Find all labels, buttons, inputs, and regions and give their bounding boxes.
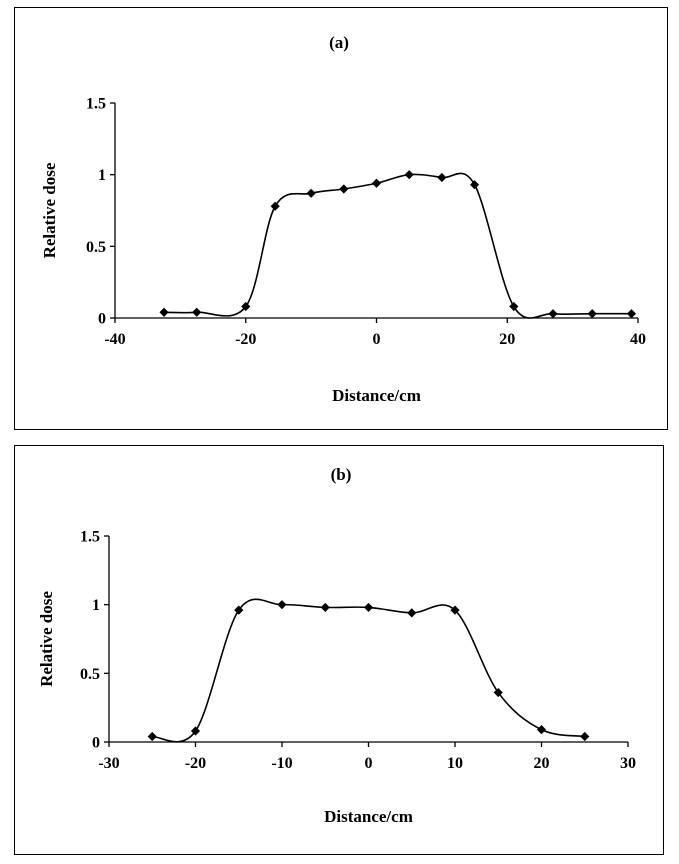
data-point-marker	[626, 309, 637, 319]
data-point-marker	[270, 201, 280, 211]
y-tick-label: 1	[98, 167, 106, 184]
x-tick-label: 10	[447, 755, 463, 772]
data-point-marker	[147, 731, 157, 742]
x-tick-label: -20	[185, 755, 206, 772]
chart-panel-a: (a) 0 0.5 1 1.5 -40 -20 0 20 40 Distance/cm Relativ…	[14, 7, 668, 430]
x-tick-label: -40	[104, 331, 125, 348]
data-point-marker	[363, 602, 374, 613]
series-line	[152, 598, 585, 743]
data-point-marker	[580, 731, 590, 742]
chart-title: (a)	[329, 33, 349, 52]
series-line	[164, 172, 632, 319]
x-tick-label: 30	[620, 755, 636, 772]
data-point-marker	[190, 726, 201, 736]
data-point-marker	[320, 602, 330, 613]
x-tick-label: 40	[630, 331, 646, 348]
x-tick-label: 0	[365, 755, 373, 772]
x-tick-label: -30	[98, 755, 119, 772]
y-axis-title: Relative dose	[37, 591, 56, 687]
data-point-marker	[306, 188, 316, 198]
chart-panel-b: (b) 0 0.5 1 1.5 -30 -20 -10 0 10 20 30 Distance/cm Re…	[14, 445, 664, 855]
data-point-marker	[493, 687, 503, 698]
data-point-marker	[159, 307, 169, 317]
x-tick-label: 20	[534, 755, 550, 772]
data-point-marker	[548, 309, 558, 319]
y-tick-label: 0	[92, 735, 100, 752]
y-tick-label: 1	[92, 597, 100, 614]
x-tick-label: -10	[271, 755, 292, 772]
data-point-marker	[404, 170, 414, 180]
data-point-marker	[437, 172, 447, 183]
chart-title: (b)	[331, 465, 352, 484]
x-axis-title: Distance/cm	[332, 386, 421, 405]
y-tick-label: 1.5	[80, 529, 100, 546]
x-tick-label: 0	[373, 331, 381, 348]
data-point-marker	[587, 309, 597, 319]
x-tick-label: -20	[235, 331, 256, 348]
x-axis-title: Distance/cm	[324, 807, 413, 826]
y-axis-title: Relative dose	[40, 162, 59, 258]
data-point-marker	[192, 307, 202, 317]
data-point-marker	[371, 178, 382, 188]
chart-b: (b) 0 0.5 1 1.5 -30 -20 -10 0 10 20 30 Distance/cm Re…	[37, 465, 636, 826]
data-point-marker	[509, 301, 519, 312]
chart-a: (a) 0 0.5 1 1.5 -40 -20 0 20 40 Distance/cm Relativ…	[40, 33, 646, 405]
data-point-marker	[241, 301, 251, 312]
y-tick-label: 0.5	[80, 666, 100, 683]
data-point-marker	[339, 184, 349, 194]
y-tick-label: 0	[98, 311, 106, 328]
x-tick-label: 20	[499, 331, 515, 348]
data-point-marker	[536, 725, 547, 735]
y-tick-label: 1.5	[86, 96, 106, 113]
y-tick-label: 0.5	[86, 239, 106, 256]
data-point-marker	[469, 180, 480, 190]
data-point-marker	[277, 600, 287, 610]
data-point-marker	[407, 608, 417, 618]
